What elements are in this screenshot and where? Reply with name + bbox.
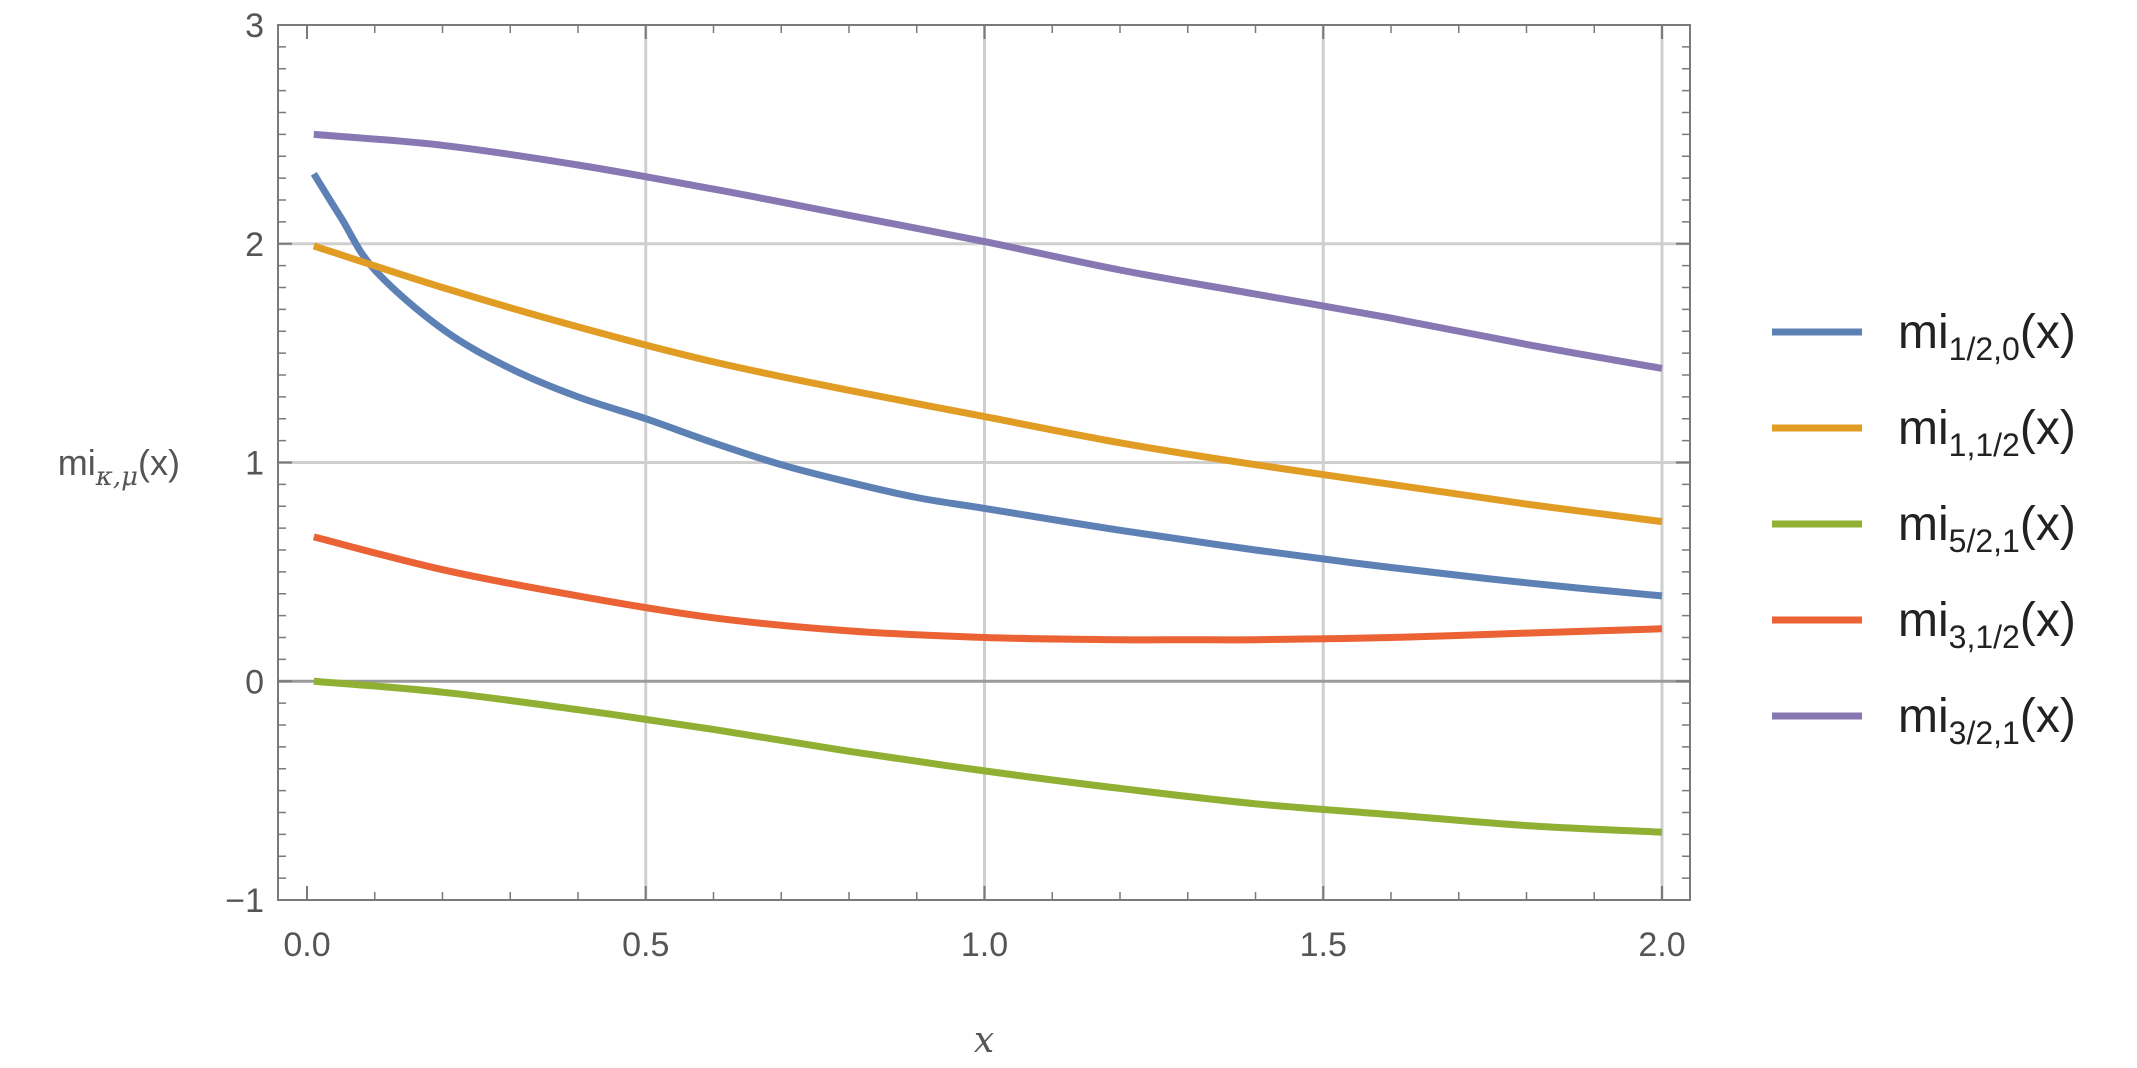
legend-label: mi5/2,1(x) (1898, 498, 2076, 559)
y-tick-label: −1 (225, 882, 264, 920)
legend-item-3: mi5/2,1(x) (1772, 498, 2076, 559)
legend-label: mi1,1/2(x) (1898, 402, 2076, 463)
series-line-4 (312, 533, 1663, 644)
legend-item-5: mi3/2,1(x) (1772, 690, 2076, 751)
y-tick-label: 2 (245, 226, 264, 264)
x-axis-label: x (974, 1020, 994, 1061)
x-tick-label: 0.0 (283, 926, 330, 964)
legend-item-4: mi3,1/2(x) (1772, 594, 2076, 655)
y-axis-label-base: mi (58, 442, 96, 483)
series-line-3 (313, 677, 1663, 836)
axis-ticks (278, 24, 1690, 901)
x-tick-label: 0.5 (622, 926, 669, 964)
y-tick-label: 0 (245, 663, 264, 701)
x-tick-label: 1.5 (1300, 926, 1347, 964)
legend-label: mi1/2,0(x) (1898, 306, 2076, 367)
series-lines (310, 130, 1663, 836)
tick-labels: 0.0 0.5 1.0 1.5 2.0 −1 0 1 2 3 (225, 7, 1685, 964)
x-tick-label: 2.0 (1638, 926, 1685, 964)
legend-label: mi3/2,1(x) (1898, 690, 2076, 751)
y-tick-label: 3 (245, 7, 264, 45)
legend: mi1/2,0(x) mi1,1/2(x) mi5/2,1(x) mi3,1/2(x)… (1772, 306, 2076, 751)
y-tick-label: 1 (245, 445, 264, 483)
legend-item-1: mi1/2,0(x) (1772, 306, 2076, 367)
series-line-5 (313, 130, 1663, 372)
series-line-1 (310, 171, 1663, 600)
legend-item-2: mi1,1/2(x) (1772, 402, 2076, 463)
series-line-2 (312, 242, 1663, 526)
y-axis-label: miκ,μ(x) (58, 442, 180, 492)
x-tick-label: 1.0 (961, 926, 1008, 964)
legend-label: mi3,1/2(x) (1898, 594, 2076, 655)
y-axis-label-tail: (x) (138, 442, 180, 483)
y-axis-label-sub: κ,μ (95, 462, 138, 492)
